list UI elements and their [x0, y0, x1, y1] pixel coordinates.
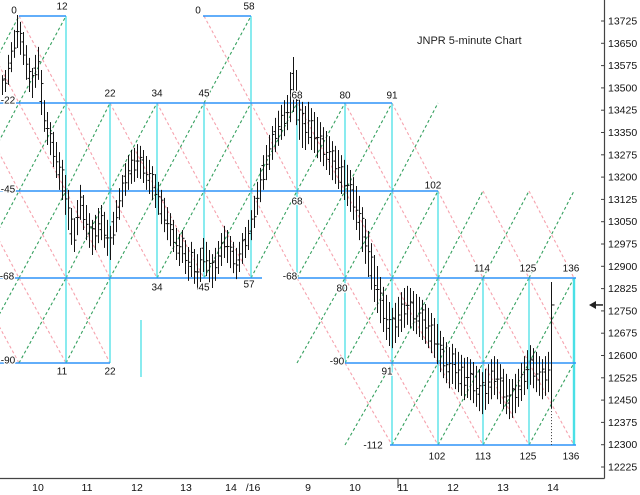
y-axis-tick-label: 13275	[608, 149, 637, 161]
gann-node-label: 57	[243, 280, 255, 291]
gann-node-label: -45	[1, 185, 16, 196]
gann-node-label: 22	[104, 367, 116, 378]
gann-node-label: 45	[198, 89, 210, 100]
gann-node-label: 125	[520, 452, 537, 463]
gann-node-label: -68	[0, 272, 15, 283]
x-axis-tick-label: 13	[180, 482, 192, 494]
y-axis-tick-label: 12750	[608, 305, 637, 317]
price-bars	[2, 15, 551, 420]
gann-node-label: 0	[195, 6, 201, 17]
gann-node-label: 91	[381, 367, 393, 378]
gann-node-label: 136	[563, 452, 580, 463]
y-axis-tick-label: 13350	[608, 127, 637, 139]
gann-node-label: 68	[291, 197, 303, 208]
x-axis-tick-label: 14	[547, 482, 559, 494]
gann-node-label: 58	[243, 2, 255, 13]
y-axis-tick-label: 13650	[608, 38, 637, 50]
gann-node-label: 80	[339, 91, 351, 102]
x-axis-tick-label: 10	[349, 482, 361, 494]
x-axis-tick-label: 12	[447, 482, 459, 494]
x-axis-labels: 10 11 12 13 14/16 9 10 11 12 13 14	[32, 479, 559, 494]
x-axis-tick-label: 13	[497, 482, 509, 494]
y-axis-tick-label: 13725	[608, 16, 637, 28]
gann-node-label: 0	[11, 6, 17, 17]
gann-node-label: -22	[1, 96, 16, 107]
gann-node-label: 125	[520, 264, 537, 275]
gann-horizontal-lines	[0, 15, 576, 446]
gann-node-label: 45	[198, 283, 210, 294]
x-axis-tick-label: 10	[32, 482, 44, 494]
y-axis-tick-label: 12825	[608, 283, 637, 295]
y-axis-tick-label: 13125	[608, 194, 637, 206]
y-axis-tick-label: 12375	[608, 417, 637, 429]
x-axis-tick-label: 11	[82, 482, 93, 494]
gann-node-label: -112	[363, 441, 383, 452]
gann-node-label: -90	[330, 357, 345, 368]
x-axis-tick-label: 9	[305, 482, 311, 494]
y-axis-tick-label: 13500	[608, 82, 637, 94]
gann-node-label: 34	[151, 283, 163, 294]
gann-node-label: 91	[386, 91, 398, 102]
y-axis-tick-label: 12600	[608, 350, 637, 362]
y-axis-tick-label: 13050	[608, 216, 637, 228]
chart-title: JNPR 5-minute Chart	[417, 35, 522, 47]
gann-node-label: 34	[151, 89, 163, 100]
gann-node-label: 11	[57, 367, 68, 378]
y-axis-tick-label: 13575	[608, 60, 637, 72]
y-axis-tick-label: 12225	[608, 462, 637, 474]
y-axis-tick-label: 13200	[608, 172, 637, 184]
y-axis-tick-label: 12975	[608, 239, 637, 251]
y-axis-tick-label: 13425	[608, 105, 637, 117]
gann-node-label: -68	[283, 272, 298, 283]
y-axis-tick-label: 12900	[608, 261, 637, 273]
last-price-arrow	[589, 300, 603, 309]
gann-node-label: 80	[336, 284, 348, 295]
gann-node-label: 113	[475, 452, 491, 463]
gann-node-label: 22	[104, 89, 116, 100]
plot-area	[0, 15, 576, 446]
y-axis-labels: 13725 13650 13575 13500 13425 13350 13275 13200…	[601, 16, 637, 474]
x-axis-tick-label: 14	[225, 482, 237, 494]
x-axis-tick-label: 11	[398, 482, 409, 494]
y-axis-tick-label: 12675	[608, 328, 637, 340]
gann-node-label: -90	[1, 356, 16, 367]
y-axis-tick-label: 12450	[608, 395, 637, 407]
last-bar	[551, 282, 555, 445]
gann-node-label: 114	[474, 264, 490, 275]
gann-node-label: 68	[291, 91, 303, 102]
x-axis-tick-label: /16	[246, 482, 261, 494]
gann-node-labels: 0 12 0 58 -22 22 34 45 68 80 91 -45 68 102 -68 34 45 57 -6…	[0, 0, 581, 464]
plot-border	[0, 0, 606, 480]
y-axis-tick-label: 12300	[608, 439, 637, 451]
gann-node-label: 102	[429, 452, 446, 463]
gann-node-label: 12	[56, 2, 68, 13]
gann-node-label: 136	[563, 264, 580, 275]
gann-node-label: 102	[425, 181, 442, 192]
y-axis-tick-label: 12525	[608, 372, 637, 384]
x-axis-tick-label: 12	[131, 482, 143, 494]
